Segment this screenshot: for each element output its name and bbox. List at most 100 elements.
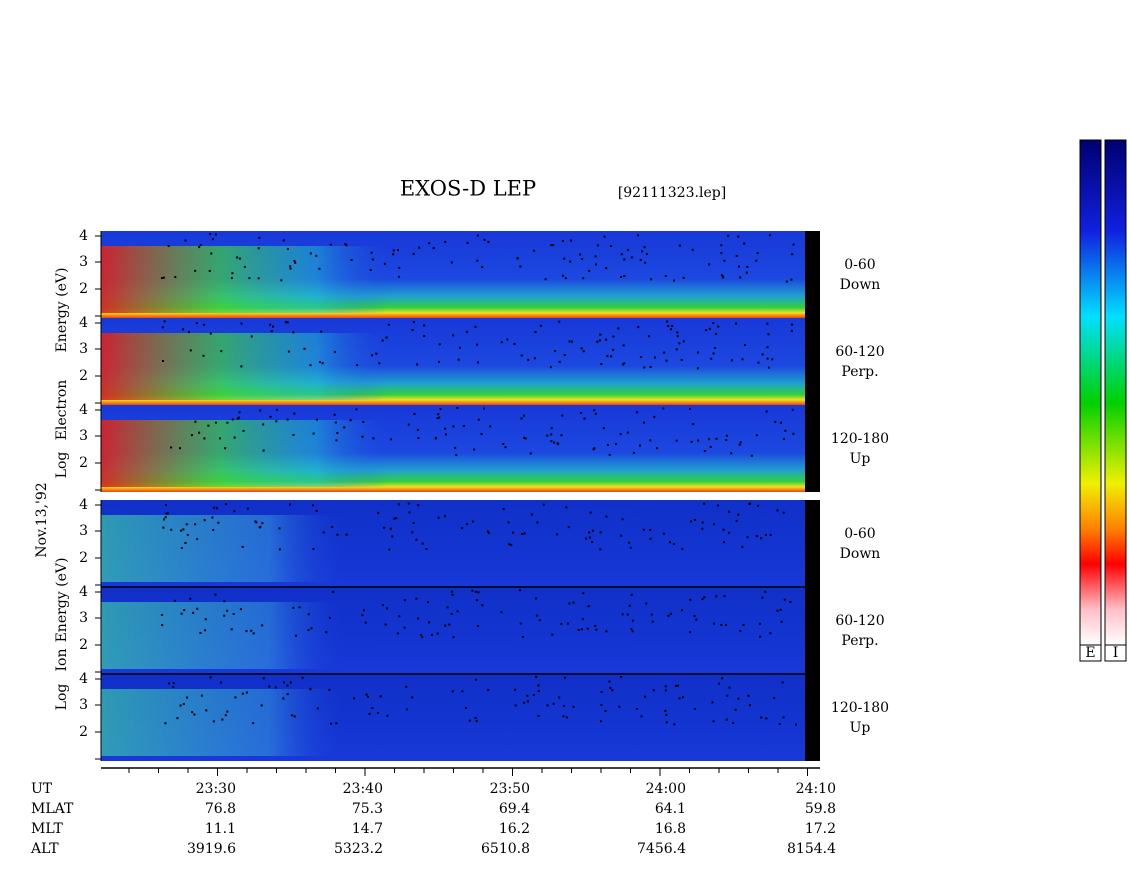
file-name: [92111323.lep] [618,185,726,201]
y-tick-label: 4 [79,402,88,418]
direction-label: Perp. [841,364,878,380]
noise-pixel [451,590,454,593]
noise-pixel [162,526,165,529]
noise-pixel [218,437,221,440]
data-gap [805,231,820,318]
noise-pixel [369,268,372,271]
noise-pixel [183,609,186,612]
noise-pixel [398,503,401,506]
noise-pixel [620,534,623,537]
noise-pixel [622,363,625,366]
y-tick-label: 2 [79,724,88,740]
noise-pixel [161,613,164,616]
noise-pixel [392,249,395,252]
noise-pixel [614,442,617,445]
noise-pixel [239,608,242,611]
noise-pixel [282,697,285,700]
noise-pixel [178,447,181,450]
row-value: 16.2 [499,821,530,837]
spectrogram-feature [101,602,581,669]
noise-pixel [198,246,201,249]
noise-pixel [611,689,614,692]
noise-pixel [652,689,655,692]
noise-pixel [648,335,651,338]
noise-pixel [605,338,608,341]
noise-pixel [561,414,564,417]
noise-pixel [653,356,656,359]
noise-pixel [776,509,779,512]
colorbar-box [1079,644,1102,662]
noise-pixel [579,411,582,414]
noise-pixel [381,339,384,342]
range-label: 120-180 [831,700,889,716]
noise-pixel [330,722,333,725]
row-value: 6510.8 [481,841,530,857]
noise-pixel [618,705,621,708]
row-value: 75.3 [352,801,383,817]
noise-pixel [577,628,580,631]
noise-pixel [645,602,648,605]
noise-pixel [645,253,648,256]
noise-pixel [230,628,233,631]
y-tick-label: 2 [79,368,88,384]
noise-pixel [476,343,479,346]
noise-pixel [234,696,237,699]
noise-pixel [649,439,652,442]
noise-pixel [558,360,561,363]
noise-pixel [789,601,792,604]
noise-pixel [766,346,769,349]
noise-pixel [612,348,615,351]
noise-pixel [452,425,455,428]
noise-pixel [519,622,522,625]
row-name: ALT [30,841,59,857]
noise-pixel [649,537,652,540]
noise-pixel [550,427,553,430]
noise-pixel [580,347,583,350]
noise-pixel [588,531,591,534]
noise-pixel [725,718,728,721]
noise-pixel [166,512,169,515]
noise-pixel [336,432,339,435]
noise-pixel [261,624,264,627]
noise-pixel [421,542,424,545]
noise-pixel [248,277,251,280]
noise-pixel [639,356,642,359]
noise-pixel [233,510,236,513]
noise-pixel [550,244,553,247]
noise-pixel [599,548,602,551]
noise-pixel [764,590,767,593]
noise-pixel [189,349,192,352]
title: EXOS-D LEP [400,177,536,201]
noise-pixel [180,529,183,532]
noise-pixel [757,361,760,364]
noise-pixel [444,433,447,436]
noise-pixel [185,696,188,699]
noise-pixel [293,260,296,263]
noise-pixel [581,257,584,260]
noise-pixel [650,613,653,616]
noise-pixel [452,334,455,337]
noise-pixel [512,531,515,534]
row-value: 7456.4 [637,841,686,857]
noise-pixel [667,324,670,327]
noise-pixel [507,521,510,524]
noise-pixel [318,267,321,270]
range-label: 120-180 [831,431,889,447]
noise-pixel [784,429,787,432]
y-tick-label: 4 [79,228,88,244]
noise-pixel [257,247,260,250]
noise-pixel [504,446,507,449]
noise-pixel [161,277,164,280]
noise-pixel [180,546,183,549]
noise-pixel [224,447,227,450]
noise-pixel [551,633,554,636]
noise-pixel [689,598,692,601]
noise-pixel [173,599,176,602]
noise-pixel [631,630,634,633]
noise-pixel [269,323,272,326]
noise-pixel [196,538,199,541]
noise-pixel [568,340,571,343]
noise-pixel [268,685,271,688]
noise-pixel [605,267,608,270]
noise-pixel [675,439,678,442]
